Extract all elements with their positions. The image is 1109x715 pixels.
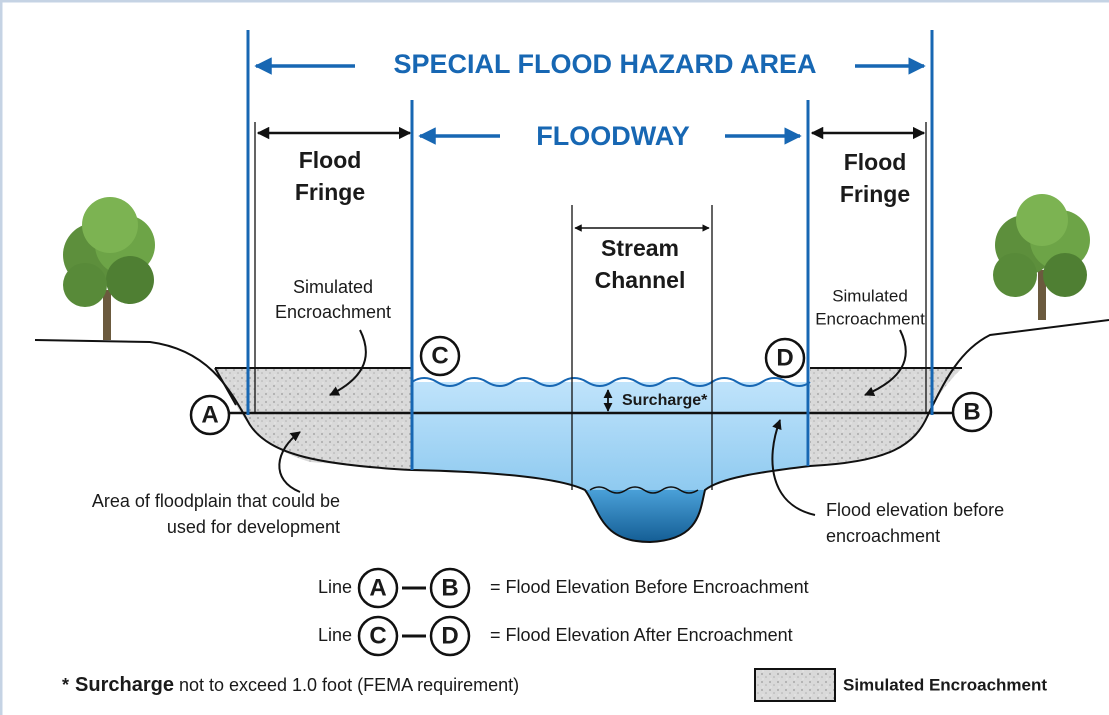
point-circle <box>951 391 993 433</box>
channel-lines <box>254 122 927 490</box>
note-left: Area of floodplain that could be <box>92 491 340 511</box>
point-letter: B <box>441 574 458 601</box>
note-right: encroachment <box>826 526 940 546</box>
blue-arrows <box>254 57 926 145</box>
fringe-right: Flood <box>844 149 907 175</box>
tree-right <box>993 194 1090 320</box>
point-letter: D <box>441 622 458 649</box>
point-circle <box>357 615 399 657</box>
legend-text: = Flood Elevation Before Encroachment <box>490 577 809 597</box>
point-circle <box>429 615 471 657</box>
water-surface <box>411 377 811 387</box>
stream-channel-water <box>585 490 705 542</box>
encroachment-left-label: Encroachment <box>275 302 391 322</box>
encroachment-right-label: Encroachment <box>815 309 925 328</box>
black-arrows <box>256 126 926 412</box>
footnote: * Surcharge not to exceed 1.0 foot (FEMA r… <box>62 674 519 696</box>
point-circle <box>764 337 806 379</box>
point-letter: A <box>201 401 218 428</box>
encroachment-left <box>215 368 412 470</box>
stream-channel: Channel <box>595 267 686 293</box>
surcharge-label: Surcharge* <box>622 392 708 409</box>
sfha-label: SPECIAL FLOOD HAZARD AREA <box>393 49 816 79</box>
encroachment-right <box>810 368 962 466</box>
point-circle <box>429 567 471 609</box>
note-right: Flood elevation before <box>826 500 1004 520</box>
footnote-mark: * <box>62 675 69 695</box>
legend: Line A B = Flood Elevation Before Encroachm… <box>318 567 809 657</box>
callout-arrows <box>278 329 907 516</box>
boundary-lines <box>246 30 934 470</box>
footnote-rest: not to exceed 1.0 foot (FEMA requirement… <box>179 675 519 695</box>
legend-text: = Flood Elevation After Encroachment <box>490 625 793 645</box>
legend-prefix: Line <box>318 577 352 597</box>
fringe-left: Fringe <box>295 179 365 205</box>
ground-profile <box>34 319 1109 544</box>
fringe-left: Flood <box>299 147 362 173</box>
footnote-bold: Surcharge <box>75 674 174 696</box>
key-label: Simulated Encroachment <box>843 675 1047 694</box>
point-circle <box>189 394 231 436</box>
point-letter: D <box>776 344 793 371</box>
point-letter: C <box>369 622 386 649</box>
encroachment-right-label: Simulated <box>832 286 908 305</box>
point-letter: B <box>963 398 980 425</box>
point-letter: C <box>431 342 448 369</box>
legend-prefix: Line <box>318 625 352 645</box>
point-letter: A <box>369 574 386 601</box>
stream-channel: Stream <box>601 235 679 261</box>
floodway-label: FLOODWAY <box>536 121 690 151</box>
point-circle <box>419 335 461 377</box>
encroachment-left-label: Simulated <box>293 277 373 297</box>
key-swatch <box>754 668 836 702</box>
note-left: used for development <box>167 517 340 537</box>
point-circle <box>357 567 399 609</box>
fringe-right: Fringe <box>840 181 910 207</box>
tree-left <box>63 197 155 340</box>
point-markers: A B C D <box>189 335 993 436</box>
channel-surface <box>589 486 699 494</box>
floodway-water <box>412 382 810 490</box>
